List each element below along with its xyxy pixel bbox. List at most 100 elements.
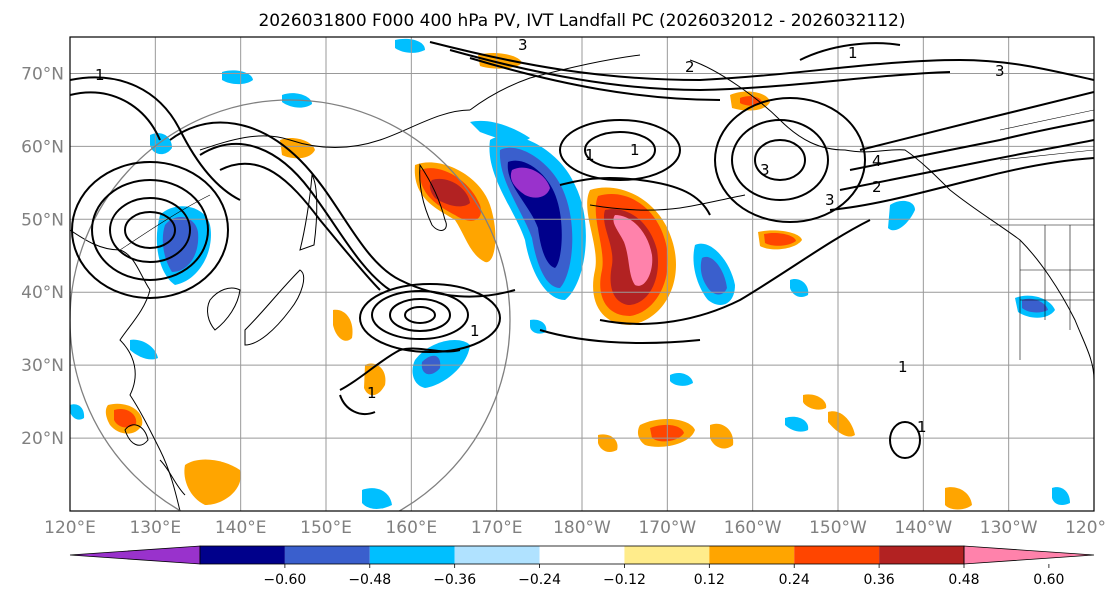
aleutian-islands: [589, 194, 746, 211]
negative-anomaly-area: [70, 404, 85, 420]
colorbar-segment: [879, 546, 964, 564]
pv-contour: [849, 119, 1094, 171]
positive-anomaly-area: [598, 434, 618, 453]
country-borders: [119, 109, 1094, 360]
positive-anomaly-area: [828, 411, 855, 437]
colorbar-segment: [709, 546, 795, 564]
positive-anomaly-area: [333, 309, 353, 341]
longitude-label: 150°W: [809, 518, 867, 538]
negative-anomaly-area: [888, 200, 915, 231]
negative-anomaly-area: [130, 339, 158, 360]
pv-contour: [559, 119, 681, 181]
positive-anomaly-area: [803, 394, 827, 410]
pv-contour: [449, 49, 951, 92]
philippines-coast: [159, 459, 186, 496]
japan-coast: [244, 269, 305, 346]
colorbar-outline: [199, 545, 965, 565]
colorbar-segment: [624, 546, 710, 564]
colorbar-tick-label: −0.12: [603, 572, 646, 588]
negative-anomaly-area: [470, 120, 530, 142]
map-frame: [69, 36, 1095, 512]
longitude-label: 120°W: [1065, 518, 1105, 538]
contour-label: 3: [995, 62, 1005, 80]
colorbar-tick-label: −0.48: [348, 572, 391, 588]
positive-anomaly-area: [710, 423, 734, 449]
pv-contour: [754, 139, 806, 181]
pv-contour: [469, 57, 721, 101]
colorbar-extend-max: [963, 545, 1095, 565]
contour-label: 3: [760, 161, 770, 179]
pv-contour: [539, 329, 701, 344]
colorbar-tick-label: 0.48: [948, 572, 979, 588]
colorbar: −0.60 −0.48 −0.36 −0.24 −0.12 0.12 0.24 0.36 0.4…: [69, 545, 1095, 588]
ivt-pc-shading: [70, 38, 1070, 510]
colorbar-tick-label: −0.36: [433, 572, 476, 588]
negative-anomaly-core: [1022, 298, 1048, 313]
contour-label: 2: [872, 178, 882, 196]
pv-contour: [70, 76, 241, 201]
contour-label: 3: [518, 36, 528, 54]
pv-contour: [599, 219, 871, 325]
kamchatka-coast: [419, 163, 447, 231]
contour-label: 2: [685, 58, 695, 76]
pv-contour: [199, 143, 391, 291]
latitude-label: 70°N: [21, 64, 64, 84]
contour-label: 4: [872, 152, 882, 170]
colorbar-tick-label: 0.60: [1033, 572, 1064, 588]
pv-contour: [169, 121, 516, 298]
latitude-label: 60°N: [21, 137, 64, 157]
pv-contour: [839, 139, 1094, 191]
positive-anomaly-area: [184, 459, 241, 505]
pv-contour: [339, 347, 461, 391]
pv-contour: [559, 176, 711, 216]
colorbar-segment: [284, 546, 370, 564]
longitude-label: 130°W: [980, 518, 1038, 538]
contour-label: 1: [367, 384, 377, 402]
contour-label: 1: [630, 141, 640, 159]
pv-contour: [829, 157, 1094, 211]
colorbar-extend-min: [69, 545, 201, 565]
pv-contour: [404, 306, 436, 324]
colorbar-segment: [794, 546, 880, 564]
pv-contour: [799, 42, 901, 61]
contour-label: 1: [585, 146, 595, 164]
longitude-label: 140°E: [215, 518, 267, 538]
pv-contour: [731, 119, 829, 201]
contour-label: 1: [95, 66, 105, 84]
colorbar-tick-label: −0.24: [518, 572, 561, 588]
contour-label: 1: [917, 418, 927, 436]
colorbar-segment: [454, 546, 540, 564]
latitude-label: 30°N: [21, 356, 64, 376]
landfall-radius-circle: [70, 99, 511, 511]
latitude-label: 40°N: [21, 283, 64, 303]
positive-anomaly-core: [429, 178, 470, 207]
figure-title: 2026031800 F000 400 hPa PV, IVT Landfall…: [258, 11, 905, 31]
korea-coast: [207, 287, 241, 331]
pv-contour: [109, 197, 191, 263]
contour-label: 1: [898, 358, 908, 376]
colorbar-tick-label: 0.24: [779, 572, 810, 588]
sakhalin-coast: [299, 173, 318, 251]
map-panel: 1 2 3 3 1 1 1 2 3 3 4 1 1 1 1 70°N 60°N 50…: [21, 36, 1105, 538]
pv-contour: [714, 97, 866, 223]
pv-contour: [91, 179, 209, 281]
longitude-label: 160°W: [724, 518, 782, 538]
taiwan-coast: [124, 424, 149, 446]
positive-anomaly-area: [280, 138, 315, 159]
colorbar-tick-label: 0.36: [864, 572, 895, 588]
longitude-label: 120°E: [44, 518, 96, 538]
longitude-labels: 120°E 130°E 140°E 150°E 160°E 170°E 180°W 170°W…: [44, 518, 1105, 538]
pv-contours: [70, 41, 1094, 459]
positive-anomaly-peak: [613, 215, 653, 286]
pv-contour: [389, 298, 451, 332]
negative-anomaly-area: [1052, 487, 1070, 506]
positive-anomaly-core: [764, 232, 796, 246]
colorbar-segment: [539, 546, 625, 564]
negative-anomaly-area: [362, 488, 392, 509]
pv-contour: [371, 290, 469, 340]
latitude-labels: 70°N 60°N 50°N 40°N 30°N 20°N: [21, 64, 64, 449]
longitude-label: 170°W: [638, 518, 696, 538]
pv-contour: [584, 131, 656, 169]
negative-anomaly-area: [670, 372, 693, 386]
